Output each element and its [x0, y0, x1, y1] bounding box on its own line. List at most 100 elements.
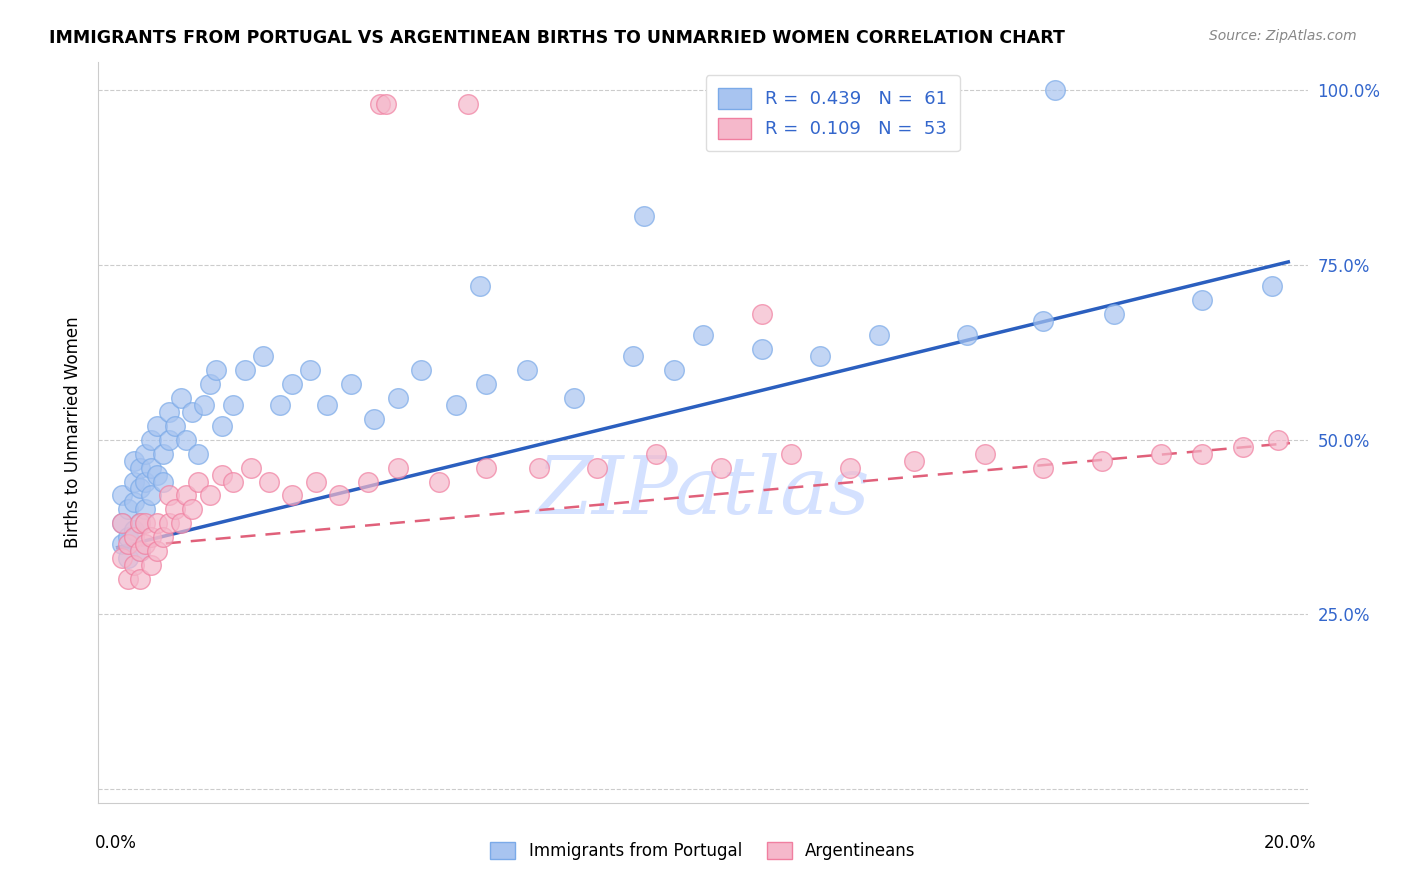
- Point: [368, 97, 391, 112]
- Point: [1261, 279, 1284, 293]
- Point: [111, 537, 134, 551]
- Point: [211, 467, 233, 482]
- Point: [134, 516, 156, 531]
- Point: [111, 488, 134, 502]
- Point: [233, 363, 256, 377]
- Point: [128, 460, 150, 475]
- Point: [211, 418, 233, 433]
- Point: [973, 446, 995, 460]
- Point: [176, 488, 198, 502]
- Point: [128, 544, 150, 558]
- Point: [475, 376, 498, 391]
- Point: [141, 433, 163, 447]
- Point: [475, 460, 498, 475]
- Text: IMMIGRANTS FROM PORTUGAL VS ARGENTINEAN BIRTHS TO UNMARRIED WOMEN CORRELATION CH: IMMIGRANTS FROM PORTUGAL VS ARGENTINEAN …: [49, 29, 1066, 47]
- Point: [122, 558, 145, 573]
- Point: [141, 460, 163, 475]
- Point: [751, 307, 773, 321]
- Point: [152, 475, 174, 489]
- Point: [1232, 440, 1254, 454]
- Point: [328, 488, 350, 502]
- Point: [527, 460, 550, 475]
- Point: [117, 551, 139, 566]
- Point: [1150, 446, 1173, 460]
- Point: [387, 391, 409, 405]
- Point: [1102, 307, 1125, 321]
- Point: [169, 516, 191, 531]
- Point: [621, 349, 644, 363]
- Point: [152, 530, 174, 544]
- Point: [181, 405, 204, 419]
- Point: [128, 544, 150, 558]
- Point: [198, 376, 221, 391]
- Point: [111, 516, 134, 531]
- Text: Source: ZipAtlas.com: Source: ZipAtlas.com: [1209, 29, 1357, 44]
- Point: [868, 327, 890, 342]
- Point: [387, 460, 409, 475]
- Point: [1267, 433, 1289, 447]
- Point: [375, 97, 398, 112]
- Point: [134, 537, 156, 551]
- Point: [340, 376, 363, 391]
- Point: [157, 488, 180, 502]
- Point: [122, 530, 145, 544]
- Point: [117, 530, 139, 544]
- Point: [181, 502, 204, 516]
- Point: [316, 398, 339, 412]
- Text: ZIPatlas: ZIPatlas: [536, 453, 870, 531]
- Point: [1091, 453, 1114, 467]
- Point: [141, 530, 163, 544]
- Point: [198, 488, 221, 502]
- Point: [633, 209, 655, 223]
- Point: [257, 475, 280, 489]
- Point: [692, 327, 714, 342]
- Text: 0.0%: 0.0%: [96, 834, 136, 852]
- Point: [111, 516, 134, 531]
- Point: [269, 398, 291, 412]
- Point: [122, 524, 145, 538]
- Point: [298, 363, 321, 377]
- Point: [427, 475, 450, 489]
- Point: [516, 363, 538, 377]
- Point: [134, 446, 156, 460]
- Point: [117, 502, 139, 516]
- Point: [122, 475, 145, 489]
- Point: [128, 572, 150, 586]
- Point: [240, 460, 263, 475]
- Point: [357, 475, 380, 489]
- Point: [163, 418, 186, 433]
- Point: [586, 460, 609, 475]
- Point: [146, 544, 169, 558]
- Point: [128, 482, 150, 496]
- Point: [128, 516, 150, 531]
- Point: [956, 327, 979, 342]
- Point: [1191, 446, 1213, 460]
- Point: [193, 398, 215, 412]
- Point: [222, 475, 245, 489]
- Point: [751, 342, 773, 356]
- Y-axis label: Births to Unmarried Women: Births to Unmarried Women: [63, 317, 82, 549]
- Point: [141, 488, 163, 502]
- Point: [710, 460, 733, 475]
- Point: [111, 551, 134, 566]
- Point: [204, 363, 226, 377]
- Point: [903, 453, 925, 467]
- Point: [157, 405, 180, 419]
- Point: [808, 349, 831, 363]
- Point: [457, 97, 479, 112]
- Point: [363, 411, 385, 425]
- Point: [128, 516, 150, 531]
- Point: [169, 391, 191, 405]
- Point: [780, 446, 803, 460]
- Point: [141, 558, 163, 573]
- Point: [176, 433, 198, 447]
- Point: [146, 516, 169, 531]
- Point: [411, 363, 433, 377]
- Point: [645, 446, 668, 460]
- Point: [152, 446, 174, 460]
- Legend: Immigrants from Portugal, Argentineans: Immigrants from Portugal, Argentineans: [482, 834, 924, 869]
- Point: [157, 516, 180, 531]
- Point: [187, 446, 209, 460]
- Point: [134, 475, 156, 489]
- Point: [562, 391, 585, 405]
